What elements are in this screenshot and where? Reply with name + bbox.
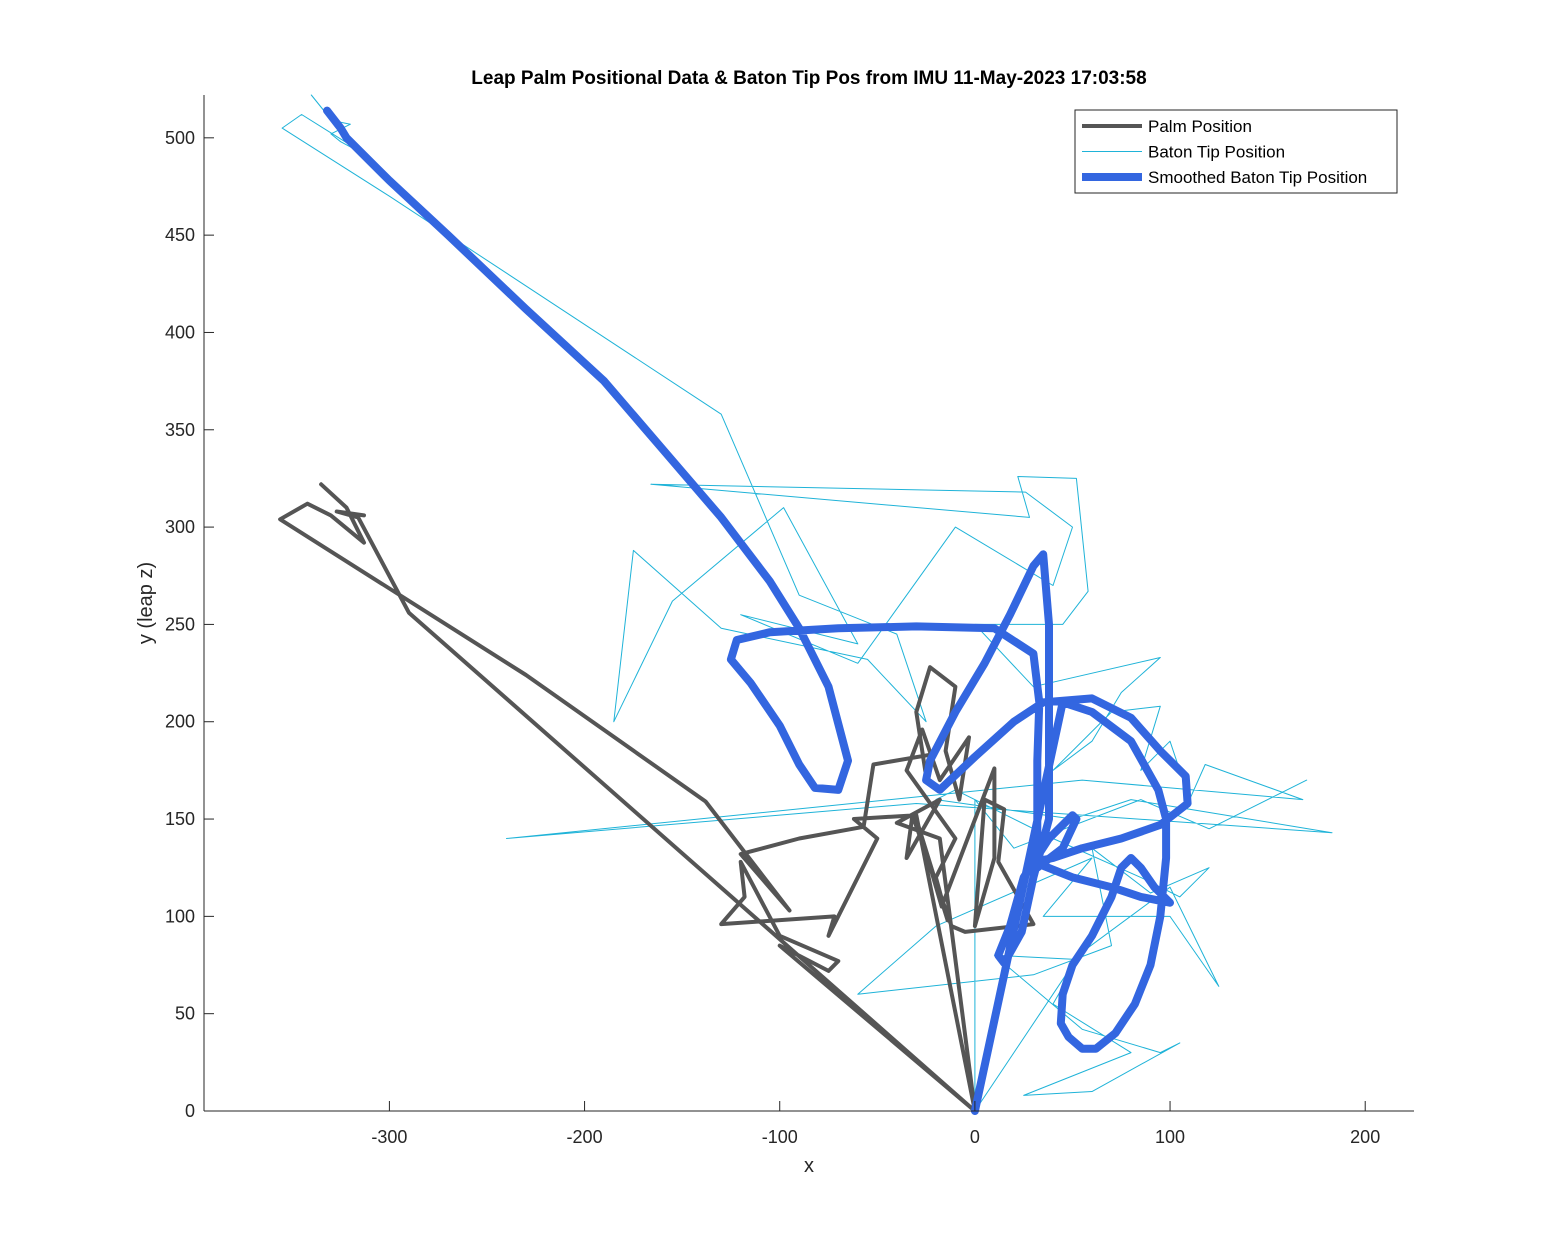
y-axis-label: y (leap z) — [135, 562, 157, 644]
x-tick-label: -300 — [371, 1127, 407, 1147]
x-tick-label: 200 — [1350, 1127, 1380, 1147]
y-tick-label: 0 — [185, 1101, 195, 1121]
x-tick-label: -100 — [762, 1127, 798, 1147]
y-tick-label: 150 — [165, 809, 195, 829]
series-line-2 — [323, 106, 1192, 1115]
y-tick-label: 50 — [175, 1004, 195, 1024]
legend-label-0: Palm Position — [1148, 117, 1252, 136]
legend-label-2: Smoothed Baton Tip Position — [1148, 168, 1367, 187]
legend-label-1: Baton Tip Position — [1148, 143, 1285, 162]
chart-title: Leap Palm Positional Data & Baton Tip Po… — [471, 68, 1146, 89]
y-tick-label: 300 — [165, 517, 195, 537]
y-tick-label: 350 — [165, 420, 195, 440]
x-axis-label: x — [804, 1155, 814, 1177]
plot-area — [278, 94, 1333, 1115]
x-tick-label: 100 — [1155, 1127, 1185, 1147]
x-tick-label: -200 — [567, 1127, 603, 1147]
y-tick-label: 450 — [165, 225, 195, 245]
x-tick-label: 0 — [970, 1127, 980, 1147]
axes: -300 -200 -100 0 100 200 0 50 100 150 200 250 300 350… — [165, 95, 1414, 1147]
series-line-0 — [278, 482, 1036, 1113]
y-tick-label: 100 — [165, 906, 195, 926]
y-tick-label: 500 — [165, 128, 195, 148]
legend: Palm Position Baton Tip Position Smoothed … — [1074, 109, 1398, 194]
y-tick-label: 400 — [165, 322, 195, 342]
y-tick-label: 250 — [165, 614, 195, 634]
y-tick-label: 200 — [165, 712, 195, 732]
